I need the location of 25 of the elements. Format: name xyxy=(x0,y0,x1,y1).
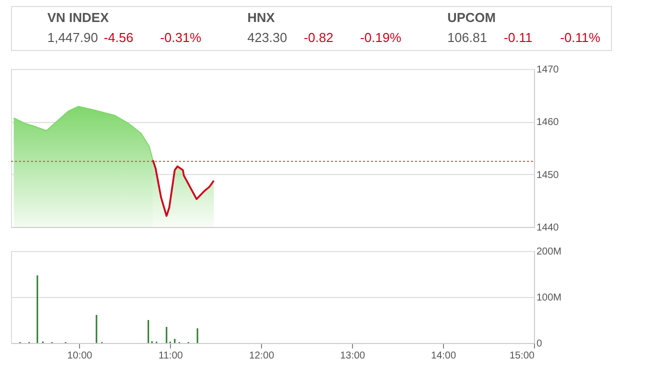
text: HNX xyxy=(247,10,276,25)
text: UPCOM xyxy=(447,10,496,25)
text: VN INDEX xyxy=(47,10,110,25)
x-tick-label: 13:00 xyxy=(340,350,366,362)
y-tick-label: 1460 xyxy=(536,117,560,128)
text: -0.11 xyxy=(504,30,532,45)
y-tick-label: 200M xyxy=(536,246,562,258)
x-tick-label: 15:00 xyxy=(509,350,535,362)
text: 423.30 xyxy=(247,30,288,45)
y-tick-label: 0 xyxy=(536,338,542,350)
y-tick-label: 1440 xyxy=(536,222,560,234)
y-tick-label: 100M xyxy=(536,292,562,304)
text: -0.11% xyxy=(560,30,601,45)
text: -0.19% xyxy=(360,30,402,45)
text: -0.82 xyxy=(304,30,334,45)
x-tick-label: 10:00 xyxy=(67,350,93,362)
x-tick-label: 12:00 xyxy=(249,350,275,362)
text: 106.81 xyxy=(447,30,488,45)
text: -4.56 xyxy=(104,30,134,45)
x-tick-label: 14:00 xyxy=(431,350,456,362)
text: 1,447.90 xyxy=(47,30,98,45)
text: -0.31% xyxy=(160,30,202,45)
x-tick-label: 11:00 xyxy=(158,350,184,362)
y-tick-label: 1450 xyxy=(536,170,560,181)
y-tick-label: 1470 xyxy=(536,64,560,76)
